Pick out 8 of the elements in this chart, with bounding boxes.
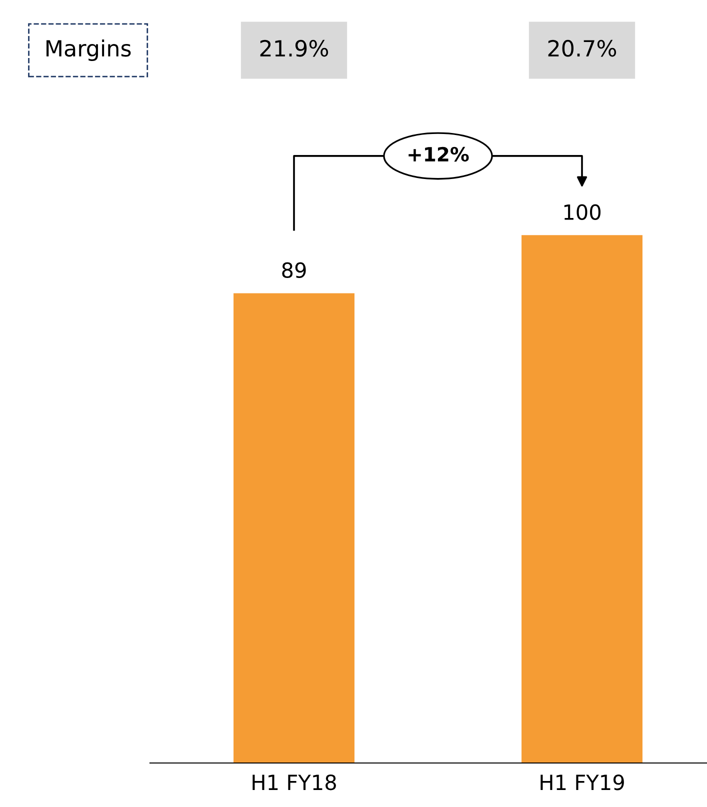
text: 20.7% — [548, 40, 616, 57]
text: Margins — [46, 40, 131, 62]
data-label: 100 — [564, 204, 600, 220]
text: 21.9% — [260, 40, 328, 57]
x-tick-label: H1 FY19 — [540, 774, 624, 790]
x-tick-label: H1 FY18 — [252, 774, 336, 790]
text: +12% — [408, 146, 469, 162]
data-label: 89 — [282, 262, 306, 278]
